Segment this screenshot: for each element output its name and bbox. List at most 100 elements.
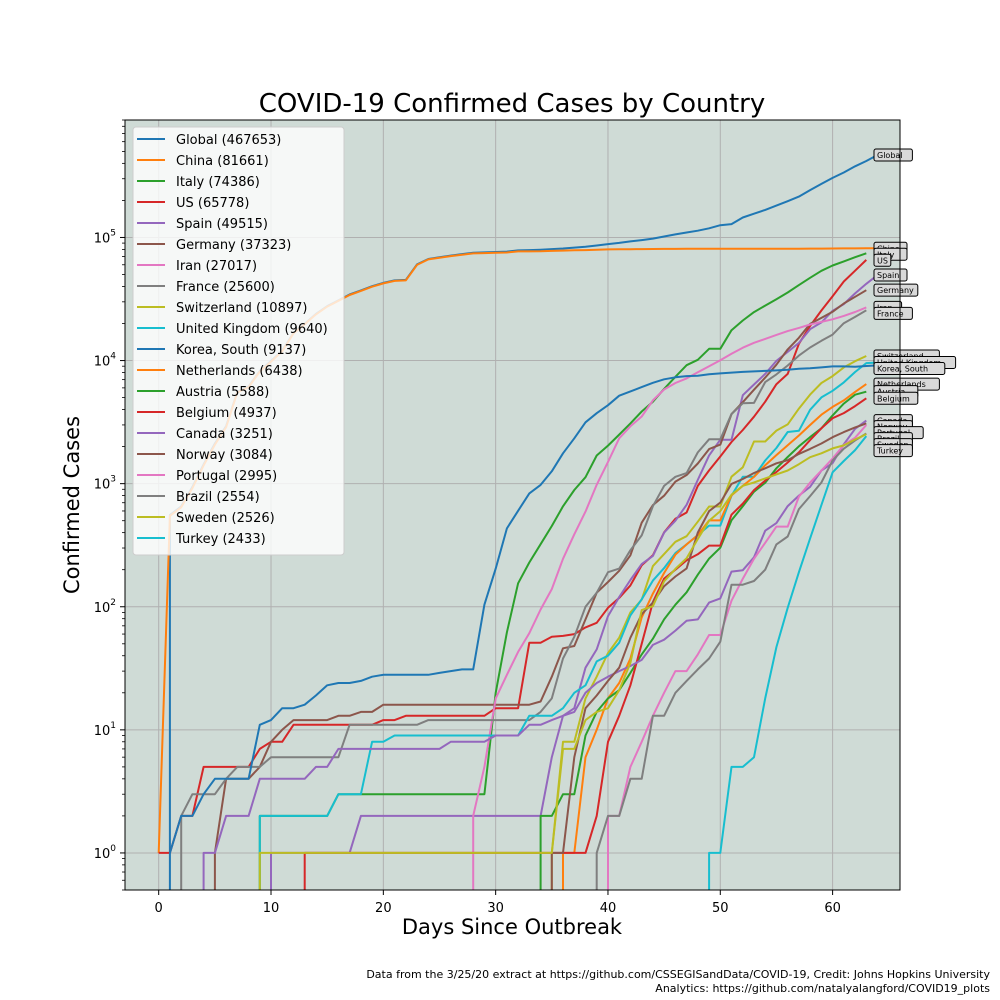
legend-entry: Netherlands (6438) <box>137 364 303 379</box>
legend-label: Germany (37323) <box>176 238 291 253</box>
x-tick-label: 20 <box>375 901 392 916</box>
legend-entry: Spain (49515) <box>137 217 268 232</box>
x-tick-label: 30 <box>487 901 504 916</box>
legend-label: Brazil (2554) <box>176 490 260 505</box>
legend-label: Portugal (2995) <box>176 469 277 484</box>
legend-entry: Belgium (4937) <box>137 406 277 421</box>
legend-entry: Sweden (2526) <box>137 511 275 526</box>
legend: Global (467653) China (81661) Italy (74386… <box>132 126 345 556</box>
y-axis-label: Confirmed Cases <box>60 416 84 594</box>
x-tick-label: 10 <box>263 901 280 916</box>
end-label-text: Spain <box>877 271 899 280</box>
series-line <box>607 424 868 890</box>
end-label-box <box>873 268 908 282</box>
legend-entry: Germany (37323) <box>137 238 291 253</box>
y-tick-label: 100 <box>94 844 117 862</box>
legend-label: China (81661) <box>176 154 269 169</box>
legend-label: Netherlands (6438) <box>176 364 303 379</box>
legend-label: Norway (3084) <box>176 448 273 463</box>
x-tick-label: 40 <box>600 901 617 916</box>
series-line <box>270 274 879 890</box>
y-tick-label: 103 <box>94 475 116 493</box>
legend-label: Belgium (4937) <box>176 406 277 421</box>
end-label: Germany <box>873 283 919 297</box>
end-label-text: Turkey <box>876 447 903 456</box>
legend-entry: US (65778) <box>137 196 249 211</box>
series-line <box>539 390 867 890</box>
end-label-text: France <box>877 309 904 318</box>
end-labels: GlobalChinaItalyUSSpainGermanyIranFrance… <box>873 148 957 458</box>
legend-label: Turkey (2433) <box>175 532 266 547</box>
series-line <box>180 309 867 890</box>
chart-title: COVID-19 Confirmed Cases by Country <box>259 89 766 119</box>
plot-frame <box>124 119 901 891</box>
legend-label: US (65778) <box>176 196 249 211</box>
legend-label: Italy (74386) <box>176 175 260 190</box>
x-tick-label: 50 <box>712 901 729 916</box>
series-line <box>168 364 878 890</box>
y-tick-label: 101 <box>94 721 116 739</box>
legend-label: United Kingdom (9640) <box>176 322 328 337</box>
end-label-box <box>873 391 919 405</box>
legend-entry: Austria (5588) <box>137 385 269 400</box>
series-line <box>472 306 867 890</box>
legend-label: Canada (3251) <box>176 427 273 442</box>
legend-label: Global (467653) <box>176 133 281 148</box>
legend-label: Austria (5588) <box>176 385 269 400</box>
y-tick-label: 104 <box>94 352 117 370</box>
legend-label: Sweden (2526) <box>176 511 275 526</box>
legend-entry: Norway (3084) <box>137 448 273 463</box>
legend-label: Spain (49515) <box>176 217 268 232</box>
end-label: Turkey <box>873 444 913 458</box>
data-credit: Data from the 3/25/20 extract at https:/… <box>366 968 990 981</box>
end-label-text: Germany <box>877 286 914 295</box>
series-line <box>708 435 868 890</box>
legend-label: Korea, South (9137) <box>176 343 306 358</box>
series-line <box>595 432 867 890</box>
end-label: Global <box>873 148 913 162</box>
legend-entry: China (81661) <box>137 154 269 169</box>
x-tick-label: 60 <box>824 901 841 916</box>
x-axis-label: Days Since Outbreak <box>402 915 623 939</box>
end-label: Belgium <box>873 391 919 405</box>
series-line <box>550 422 867 890</box>
legend-entry: Brazil (2554) <box>137 490 260 505</box>
legend-entry: Korea, South (9137) <box>137 343 306 358</box>
legend-entry: United Kingdom (9640) <box>137 322 328 337</box>
end-label: US <box>873 253 892 267</box>
legend-entry: Portugal (2995) <box>137 469 277 484</box>
series-line <box>550 355 867 890</box>
end-label-text: Belgium <box>877 394 910 403</box>
legend-entry: Global (467653) <box>137 133 281 148</box>
y-tick-label: 105 <box>94 228 116 246</box>
series-line <box>213 289 867 890</box>
legend-entry: Canada (3251) <box>137 427 273 442</box>
legend-entry: Iran (27017) <box>137 259 257 274</box>
end-label: Spain <box>873 268 908 282</box>
legend-label: Switzerland (10897) <box>176 301 307 316</box>
end-label-box <box>873 306 913 320</box>
y-tick-label: 102 <box>94 598 116 616</box>
legend-label: Iran (27017) <box>176 259 257 274</box>
legend-entry: Italy (74386) <box>137 175 260 190</box>
end-label-box <box>873 253 892 267</box>
legend-entry: France (25600) <box>137 280 275 295</box>
end-label-box <box>873 362 946 376</box>
end-label: France <box>873 306 913 320</box>
end-label-text: Global <box>877 151 903 160</box>
series-line <box>158 259 867 854</box>
analytics-credit: Analytics: https://github.com/natalyalan… <box>655 982 990 995</box>
end-label-text: US <box>877 256 888 265</box>
legend-box <box>132 126 345 556</box>
series-line <box>258 433 867 890</box>
series-lines <box>157 154 879 890</box>
end-label-text: Korea, South <box>877 365 928 374</box>
legend-label: France (25600) <box>176 280 275 295</box>
end-label-box <box>873 283 919 297</box>
end-label: Korea, South <box>873 362 946 376</box>
x-tick-label: 0 <box>155 901 163 916</box>
end-label-text: Netherlands <box>877 380 926 389</box>
end-label-box <box>873 444 913 458</box>
axis-ticks: 0 10 20 30 40 50 60 100 101 102 103 104 105 <box>94 119 841 916</box>
